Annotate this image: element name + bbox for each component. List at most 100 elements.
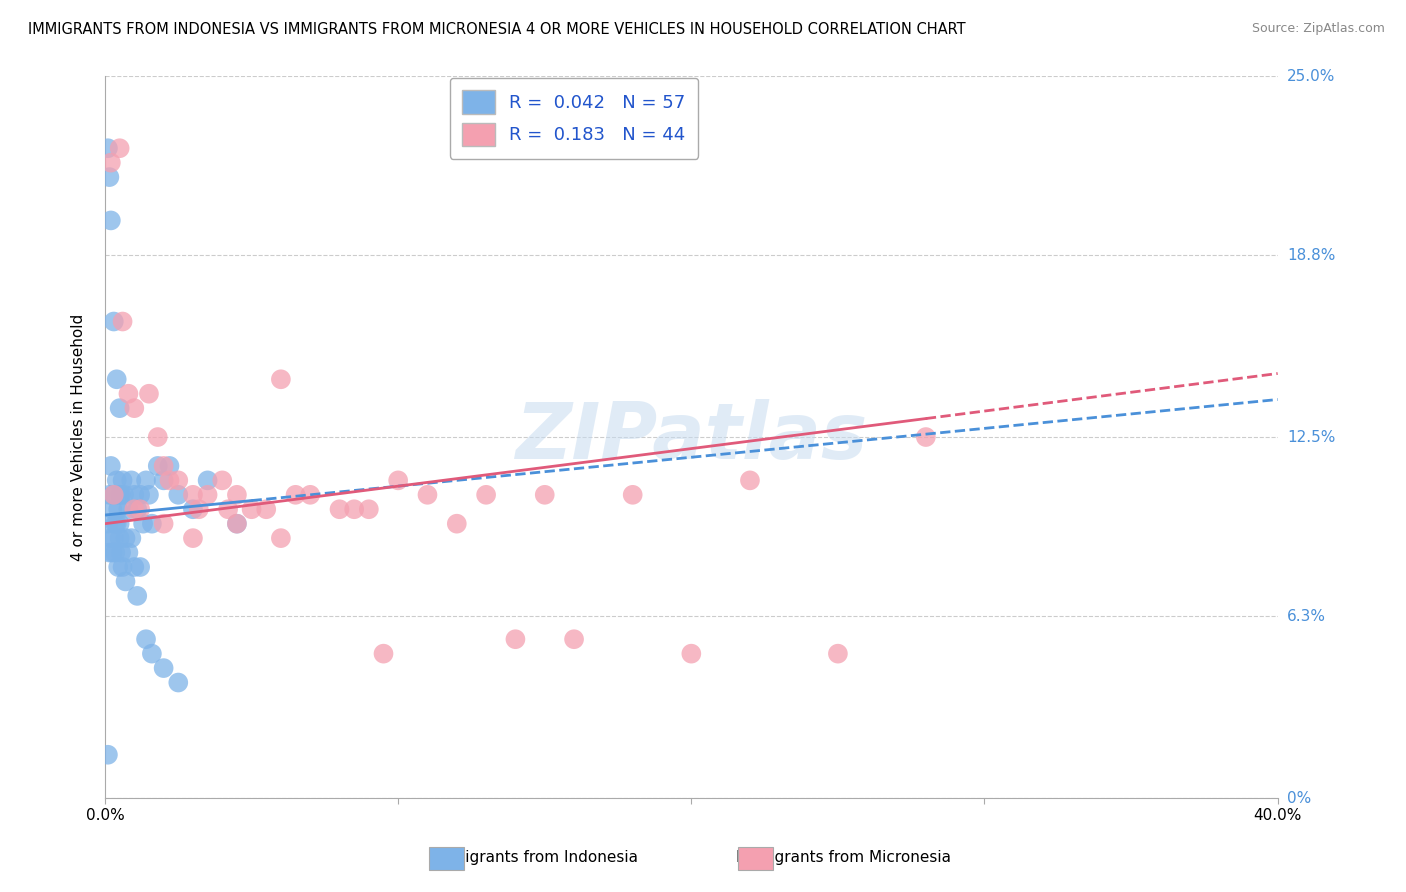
Point [129, 560, 152, 574]
Point [98, 488, 121, 502]
Text: 6.3%: 6.3% [1286, 608, 1326, 624]
Legend: R =  0.042   N = 57, R =  0.183   N = 44: R = 0.042 N = 57, R = 0.183 N = 44 [450, 78, 699, 159]
Point [120, 474, 142, 488]
Point [104, 545, 127, 559]
Point [167, 474, 190, 488]
Point [110, 488, 132, 502]
Point [562, 632, 585, 647]
Point [124, 488, 146, 502]
Point [357, 502, 380, 516]
Point [181, 531, 204, 545]
Point [103, 488, 125, 502]
Point [97, 141, 120, 155]
Point [107, 502, 129, 516]
Point [373, 647, 395, 661]
Point [152, 458, 174, 473]
Point [152, 474, 174, 488]
Point [127, 502, 149, 516]
Point [181, 488, 204, 502]
Point [114, 574, 136, 589]
Point [108, 516, 131, 531]
Point [505, 632, 527, 647]
Point [110, 545, 132, 559]
Point [112, 488, 135, 502]
Text: ZIPatlas: ZIPatlas [515, 399, 868, 475]
Point [152, 516, 174, 531]
Point [97, 516, 120, 531]
Point [159, 458, 181, 473]
Point [117, 386, 139, 401]
Point [197, 474, 219, 488]
Point [108, 401, 131, 416]
Point [129, 488, 152, 502]
Point [105, 516, 128, 531]
Point [226, 516, 249, 531]
Point [270, 372, 292, 386]
Point [107, 560, 129, 574]
Point [181, 502, 204, 516]
Point [135, 632, 157, 647]
Point [254, 502, 277, 516]
Point [132, 516, 155, 531]
Point [100, 531, 122, 545]
Point [141, 647, 163, 661]
Point [284, 488, 307, 502]
Text: Immigrants from Micronesia: Immigrants from Micronesia [737, 850, 950, 865]
Point [117, 502, 139, 516]
Y-axis label: 4 or more Vehicles in Household: 4 or more Vehicles in Household [72, 313, 86, 561]
Point [124, 401, 146, 416]
Point [343, 502, 366, 516]
Point [240, 502, 263, 516]
Point [105, 474, 128, 488]
Text: 12.5%: 12.5% [1286, 430, 1336, 444]
Text: Immigrants from Indonesia: Immigrants from Indonesia [430, 850, 638, 865]
Point [120, 531, 142, 545]
Point [114, 531, 136, 545]
Point [103, 531, 125, 545]
Text: IMMIGRANTS FROM INDONESIA VS IMMIGRANTS FROM MICRONESIA 4 OR MORE VEHICLES IN HO: IMMIGRANTS FROM INDONESIA VS IMMIGRANTS … [28, 22, 966, 37]
Point [98, 170, 121, 185]
Point [681, 647, 703, 661]
Point [108, 141, 131, 155]
Point [117, 545, 139, 559]
Point [108, 531, 131, 545]
Point [387, 474, 409, 488]
Point [621, 488, 644, 502]
Point [138, 386, 160, 401]
Point [159, 474, 181, 488]
Point [915, 430, 938, 444]
Text: 18.8%: 18.8% [1286, 248, 1336, 262]
Point [187, 502, 209, 516]
Point [416, 488, 439, 502]
Point [103, 314, 125, 328]
Point [533, 488, 555, 502]
Text: 0%: 0% [1286, 790, 1312, 805]
Point [146, 430, 169, 444]
Point [100, 213, 122, 227]
Point [129, 502, 152, 516]
Point [167, 675, 190, 690]
Point [111, 560, 134, 574]
Point [111, 474, 134, 488]
Point [152, 661, 174, 675]
Point [111, 314, 134, 328]
Point [211, 474, 233, 488]
Point [138, 488, 160, 502]
Point [226, 488, 249, 502]
Point [146, 458, 169, 473]
Point [100, 155, 122, 169]
Point [270, 531, 292, 545]
Point [135, 474, 157, 488]
Point [226, 516, 249, 531]
Point [299, 488, 322, 502]
Point [97, 747, 120, 762]
Point [124, 560, 146, 574]
Point [101, 545, 124, 559]
Point [103, 488, 125, 502]
Point [98, 545, 121, 559]
Point [197, 488, 219, 502]
Point [124, 502, 146, 516]
Point [104, 516, 127, 531]
Point [108, 488, 131, 502]
Point [141, 516, 163, 531]
